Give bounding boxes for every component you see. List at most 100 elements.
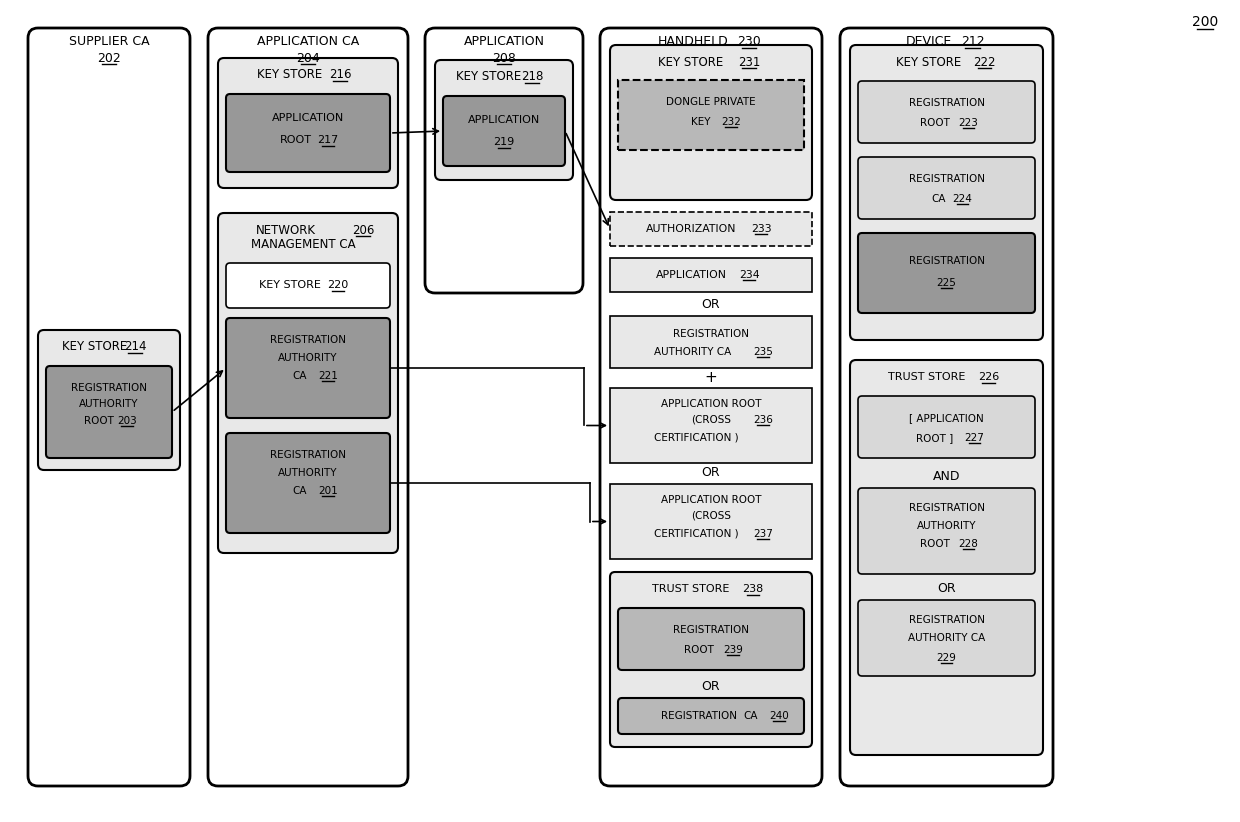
Text: 232: 232 <box>722 117 742 127</box>
Text: TRUST STORE: TRUST STORE <box>888 372 965 382</box>
Text: 227: 227 <box>965 433 985 443</box>
FancyBboxPatch shape <box>226 318 391 418</box>
Text: CERTIFICATION ): CERTIFICATION ) <box>653 529 738 539</box>
FancyBboxPatch shape <box>226 433 391 533</box>
Bar <box>610 388 812 463</box>
Text: OR: OR <box>937 581 956 594</box>
FancyBboxPatch shape <box>618 608 804 670</box>
Text: [ APPLICATION: [ APPLICATION <box>909 413 983 423</box>
Text: REGISTRATION: REGISTRATION <box>909 503 985 513</box>
Text: CA: CA <box>931 194 946 204</box>
FancyBboxPatch shape <box>839 28 1053 786</box>
Bar <box>610 258 812 292</box>
Bar <box>618 80 804 150</box>
Text: HANDHELD: HANDHELD <box>657 35 728 48</box>
Text: AUTHORITY: AUTHORITY <box>278 468 337 478</box>
Text: APPLICATION: APPLICATION <box>272 113 345 123</box>
Text: APPLICATION CA: APPLICATION CA <box>257 35 360 48</box>
Bar <box>610 316 812 368</box>
Text: ROOT: ROOT <box>84 416 114 426</box>
Text: AUTHORIZATION: AUTHORIZATION <box>646 224 737 234</box>
Text: +: + <box>704 371 718 386</box>
Text: 218: 218 <box>521 71 543 84</box>
Text: AUTHORITY: AUTHORITY <box>278 353 337 363</box>
Text: REGISTRATION: REGISTRATION <box>909 98 985 108</box>
FancyBboxPatch shape <box>435 60 573 180</box>
FancyBboxPatch shape <box>849 45 1043 340</box>
FancyBboxPatch shape <box>29 28 190 786</box>
Text: CA: CA <box>293 371 308 381</box>
Text: 216: 216 <box>329 68 351 81</box>
FancyBboxPatch shape <box>858 81 1035 143</box>
Bar <box>610 212 812 246</box>
Text: AUTHORITY: AUTHORITY <box>79 399 139 409</box>
Text: 203: 203 <box>117 416 136 426</box>
Text: 238: 238 <box>743 584 764 594</box>
FancyBboxPatch shape <box>610 572 812 747</box>
Text: REGISTRATION: REGISTRATION <box>270 450 346 460</box>
Text: 208: 208 <box>492 52 516 64</box>
Text: ROOT: ROOT <box>920 118 950 128</box>
Text: KEY STORE: KEY STORE <box>456 71 522 84</box>
Text: AUTHORITY: AUTHORITY <box>916 521 976 531</box>
Text: KEY STORE: KEY STORE <box>62 340 128 353</box>
Text: CA: CA <box>744 711 758 721</box>
Text: OR: OR <box>702 680 720 692</box>
Text: 237: 237 <box>753 529 773 539</box>
Text: APPLICATION ROOT: APPLICATION ROOT <box>661 495 761 505</box>
Text: APPLICATION: APPLICATION <box>464 35 544 48</box>
Text: OR: OR <box>702 465 720 478</box>
Text: 217: 217 <box>317 135 339 145</box>
FancyBboxPatch shape <box>218 213 398 553</box>
FancyBboxPatch shape <box>425 28 583 293</box>
Text: REGISTRATION: REGISTRATION <box>909 256 985 266</box>
FancyBboxPatch shape <box>858 157 1035 219</box>
Text: REGISTRATION: REGISTRATION <box>71 383 148 393</box>
Text: 221: 221 <box>319 371 339 381</box>
Text: 204: 204 <box>296 52 320 64</box>
Text: CERTIFICATION ): CERTIFICATION ) <box>653 433 738 443</box>
FancyBboxPatch shape <box>208 28 408 786</box>
Text: 234: 234 <box>739 270 759 280</box>
Text: TRUST STORE: TRUST STORE <box>652 584 729 594</box>
FancyBboxPatch shape <box>218 58 398 188</box>
Text: 233: 233 <box>750 224 771 234</box>
Text: 224: 224 <box>952 194 972 204</box>
Text: SUPPLIER CA: SUPPLIER CA <box>68 35 149 48</box>
Text: 201: 201 <box>319 486 337 496</box>
Text: (CROSS: (CROSS <box>691 415 732 425</box>
Text: 230: 230 <box>737 35 761 48</box>
Text: 235: 235 <box>753 347 773 357</box>
FancyBboxPatch shape <box>600 28 822 786</box>
Text: DONGLE PRIVATE: DONGLE PRIVATE <box>666 97 756 107</box>
FancyBboxPatch shape <box>849 360 1043 755</box>
Text: KEY STORE: KEY STORE <box>258 68 322 81</box>
FancyBboxPatch shape <box>858 396 1035 458</box>
Text: REGISTRATION: REGISTRATION <box>270 335 346 345</box>
Text: 225: 225 <box>936 278 956 288</box>
Text: 231: 231 <box>738 56 760 68</box>
Text: KEY STORE: KEY STORE <box>895 56 961 68</box>
Text: OR: OR <box>702 298 720 311</box>
Text: DEVICE: DEVICE <box>905 35 951 48</box>
Text: 220: 220 <box>327 280 348 290</box>
Text: 202: 202 <box>97 52 120 64</box>
Text: 214: 214 <box>124 340 146 353</box>
Text: REGISTRATION: REGISTRATION <box>909 174 985 184</box>
FancyBboxPatch shape <box>38 330 180 470</box>
Text: 239: 239 <box>723 645 743 655</box>
Text: KEY STORE: KEY STORE <box>658 56 724 68</box>
Text: ROOT: ROOT <box>920 539 950 549</box>
Text: CA: CA <box>293 486 308 496</box>
Text: APPLICATION: APPLICATION <box>467 115 541 125</box>
Text: NETWORK: NETWORK <box>255 224 316 237</box>
FancyBboxPatch shape <box>858 233 1035 313</box>
FancyBboxPatch shape <box>46 366 172 458</box>
Text: 219: 219 <box>494 137 515 147</box>
Text: AUTHORITY CA: AUTHORITY CA <box>655 347 732 357</box>
Text: MANAGEMENT CA: MANAGEMENT CA <box>250 238 356 252</box>
Text: 240: 240 <box>769 711 789 721</box>
Text: 228: 228 <box>959 539 978 549</box>
Text: REGISTRATION: REGISTRATION <box>673 329 749 339</box>
Text: REGISTRATION: REGISTRATION <box>661 711 737 721</box>
